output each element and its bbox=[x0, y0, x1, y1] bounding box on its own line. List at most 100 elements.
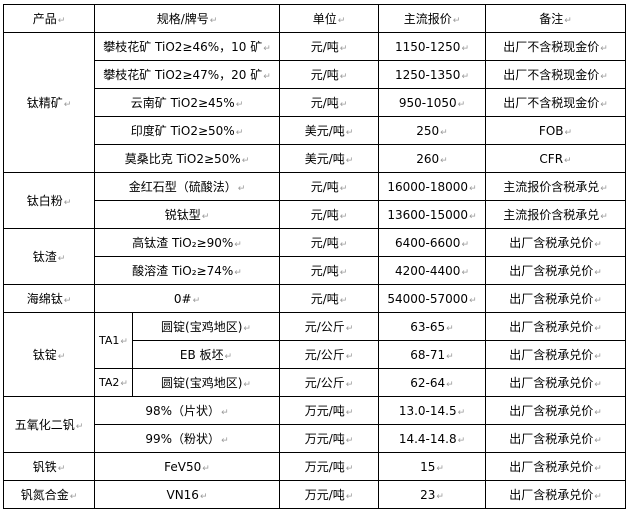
price-table: 产品 规格/牌号 单位 主流报价 备注 钛精矿 攀枝花矿 TiO2≥46%，10 … bbox=[3, 4, 626, 509]
note-cell: 出厂含税承兑价 bbox=[485, 284, 626, 313]
note-cell: 出厂含税承兑价 bbox=[485, 452, 626, 481]
price-cell-text: 62-64 bbox=[410, 376, 453, 390]
spec-cell: 酸溶渣 TiO₂≥74% bbox=[94, 256, 280, 285]
unit-cell: 元/吨 bbox=[279, 88, 379, 117]
note-cell: 出厂含税承兑价 bbox=[485, 424, 626, 453]
spec-cell-text: 印度矿 TiO2≥50% bbox=[131, 124, 243, 138]
spec-cell-text: 高钛渣 TiO₂≥90% bbox=[132, 236, 242, 250]
spec-cell-text: 金红石型（硫酸法） bbox=[129, 180, 246, 194]
table-row: 酸溶渣 TiO₂≥74% 元/吨 4200-4400 出厂含税承兑价 bbox=[4, 256, 626, 285]
product-cell: 钒铁 bbox=[3, 452, 95, 481]
price-cell-text: 6400-6600 bbox=[395, 236, 469, 250]
note-cell-text: 出厂含税承兑价 bbox=[509, 264, 602, 278]
spec-cell: 莫桑比克 TiO2≥50% bbox=[94, 144, 280, 173]
note-cell: 出厂含税承兑价 bbox=[485, 340, 626, 369]
spec-cell-text: 圆锭(宝鸡地区) bbox=[161, 376, 251, 390]
spec-cell-text: 98%（片状） bbox=[145, 404, 228, 418]
product-cell-text: 钛白粉 bbox=[27, 194, 72, 208]
spec-cell: 攀枝花矿 TiO2≥47%，20 矿 bbox=[94, 60, 280, 89]
price-cell: 16000-18000 bbox=[378, 172, 486, 201]
spec-cell-text: VN16 bbox=[166, 488, 207, 502]
spec-cell-text: EB 板坯 bbox=[180, 348, 232, 362]
spec-cell: 云南矿 TiO2≥45% bbox=[94, 88, 280, 117]
price-cell: 13.0-14.5 bbox=[378, 396, 486, 425]
spec-cell-text: 云南矿 TiO2≥45% bbox=[131, 96, 243, 110]
spec-cell-text: 0# bbox=[174, 292, 200, 306]
spec-cell-text: 莫桑比克 TiO2≥50% bbox=[125, 152, 249, 166]
table-row: 钒氮合金 VN16 万元/吨 23 出厂含税承兑价 bbox=[3, 480, 626, 509]
unit-cell: 万元/吨 bbox=[279, 452, 379, 481]
header-unit: 单位 bbox=[279, 4, 379, 33]
unit-cell: 元/吨 bbox=[279, 172, 379, 201]
price-cell: 14.4-14.8 bbox=[378, 424, 486, 453]
note-cell-text: 主流报价含税承兑 bbox=[503, 180, 608, 194]
price-cell: 250 bbox=[378, 116, 486, 145]
table-row: 云南矿 TiO2≥45% 元/吨 950-1050 出厂不含税现金价 bbox=[4, 88, 626, 117]
table-row: 钛渣 高钛渣 TiO₂≥90% 元/吨 6400-6600 出厂含税承兑价 bbox=[3, 228, 626, 285]
spec-cell: 印度矿 TiO2≥50% bbox=[94, 116, 280, 145]
unit-cell: 元/吨 bbox=[279, 200, 379, 229]
unit-cell: 元/吨 bbox=[279, 284, 379, 313]
table-row: 钛精矿攀枝花矿 TiO2≥46%，10 矿元/吨1150-1250出厂不含税现金… bbox=[3, 32, 626, 173]
unit-cell-text: 万元/吨 bbox=[305, 488, 354, 502]
note-cell: CFR bbox=[485, 144, 626, 173]
price-cell-text: 13.0-14.5 bbox=[399, 404, 465, 418]
price-cell: 950-1050 bbox=[378, 88, 486, 117]
unit-cell-text: 元/吨 bbox=[311, 208, 348, 222]
spec-cell: EB 板坯 bbox=[132, 340, 280, 369]
grade-cell: TA2 bbox=[94, 368, 133, 397]
product-cell-text: 钛渣 bbox=[33, 250, 66, 264]
unit-cell: 元/吨 bbox=[279, 32, 379, 61]
note-cell: 出厂含税承兑价 bbox=[485, 256, 626, 285]
unit-cell-text: 元/吨 bbox=[311, 264, 348, 278]
table-row: 莫桑比克 TiO2≥50% 美元/吨 260 CFR bbox=[4, 144, 626, 173]
table-row: 五氧化二钒 98%（片状） 万元/吨 13.0-14.5 出厂含税承兑价 bbox=[3, 396, 626, 453]
unit-cell: 元/公斤 bbox=[279, 368, 379, 397]
spec-cell-text: FeV50 bbox=[164, 460, 210, 474]
note-cell: 出厂含税承兑价 bbox=[485, 480, 626, 509]
table-row: 钛白粉 金红石型（硫酸法） 元/吨 16000-18000 主流报价含税承兑 bbox=[3, 172, 626, 229]
unit-cell-text: 万元/吨 bbox=[305, 460, 354, 474]
spec-cell-text: 攀枝花矿 TiO2≥47%，20 矿 bbox=[103, 68, 271, 82]
table-row: 海绵钛 0# 元/吨 54000-57000 出厂含税承兑价 bbox=[3, 284, 626, 313]
unit-cell-text: 元/吨 bbox=[311, 180, 348, 194]
note-cell-text: 出厂含税承兑价 bbox=[509, 488, 602, 502]
note-cell-text: 出厂含税承兑价 bbox=[509, 460, 602, 474]
spec-cell: 锐钛型 bbox=[94, 200, 280, 229]
unit-cell-text: 元/吨 bbox=[311, 40, 348, 54]
table-row: 攀枝花矿 TiO2≥47%，20 矿 元/吨 1250-1350 出厂不含税现金价 bbox=[4, 60, 626, 89]
spec-cell-text: 圆锭(宝鸡地区) bbox=[161, 320, 251, 334]
unit-cell-text: 美元/吨 bbox=[305, 152, 354, 166]
spec-cell-text: 99%（粉状） bbox=[145, 432, 228, 446]
header-row: 产品 规格/牌号 单位 主流报价 备注 bbox=[3, 4, 626, 33]
product-cell: 钛精矿 bbox=[3, 32, 95, 173]
price-cell: 23 bbox=[378, 480, 486, 509]
unit-cell: 元/吨 bbox=[279, 256, 379, 285]
spec-cell: 金红石型（硫酸法） bbox=[94, 172, 280, 201]
spec-cell: VN16 bbox=[94, 480, 280, 509]
product-cell-text: 钛精矿 bbox=[27, 96, 72, 110]
unit-cell-text: 万元/吨 bbox=[305, 432, 354, 446]
spec-cell: 98%（片状） bbox=[94, 396, 280, 425]
unit-cell: 元/吨 bbox=[279, 60, 379, 89]
grade-cell: TA1 bbox=[94, 312, 133, 369]
table-row: 锐钛型 元/吨 13600-15000 主流报价含税承兑 bbox=[4, 200, 626, 229]
spec-cell: 圆锭(宝鸡地区) bbox=[132, 312, 280, 341]
product-cell: 钛渣 bbox=[3, 228, 95, 285]
price-cell: 68-71 bbox=[378, 340, 486, 369]
header-price: 主流报价 bbox=[378, 4, 486, 33]
note-cell-text: 主流报价含税承兑 bbox=[503, 208, 608, 222]
price-cell: 63-65 bbox=[378, 312, 486, 341]
note-cell: 出厂不含税现金价 bbox=[485, 88, 626, 117]
spec-cell: 高钛渣 TiO₂≥90% bbox=[94, 228, 280, 257]
price-cell: 1250-1350 bbox=[378, 60, 486, 89]
price-cell: 62-64 bbox=[378, 368, 486, 397]
unit-cell: 元/吨 bbox=[279, 228, 379, 257]
spec-cell-text: 攀枝花矿 TiO2≥46%，10 矿 bbox=[103, 40, 271, 54]
note-cell: 出厂含税承兑价 bbox=[485, 368, 626, 397]
note-cell-text: FOB bbox=[539, 124, 572, 138]
product-cell-text: 钒氮合金 bbox=[21, 488, 78, 502]
header-spec: 规格/牌号 bbox=[94, 4, 280, 33]
price-cell-text: 1250-1350 bbox=[395, 68, 469, 82]
spec-cell-text: 锐钛型 bbox=[165, 208, 210, 222]
